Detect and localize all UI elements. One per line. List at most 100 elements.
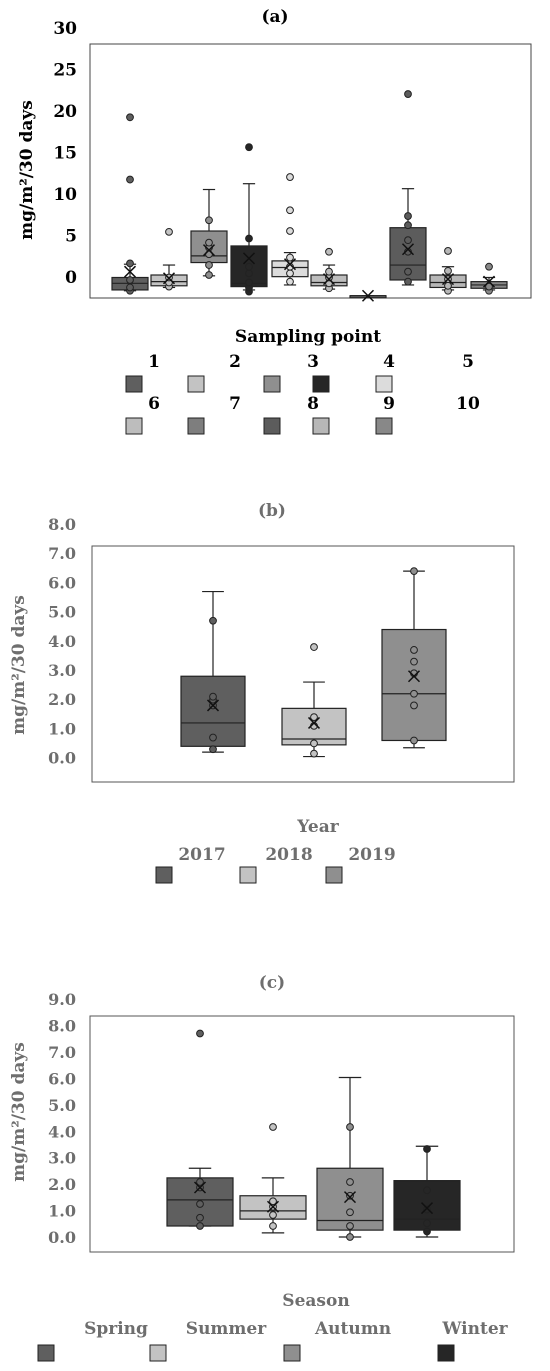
mean-marker [361, 289, 375, 302]
legend-label: 2018 [265, 845, 312, 865]
legend-item-Spring: Spring [37, 1319, 148, 1362]
mean-marker [283, 258, 297, 271]
mean-marker [482, 275, 496, 288]
data-point [196, 1178, 204, 1186]
data-point [286, 277, 294, 286]
panel-b-legend: 2017 2018 2019 [155, 845, 396, 884]
data-point [205, 238, 213, 247]
legend-swatch [375, 417, 393, 435]
legend-swatch [125, 375, 143, 393]
legend-swatch [263, 375, 281, 393]
legend-swatch [149, 1344, 167, 1362]
y-tick-label: 4.0 [48, 632, 76, 651]
legend-swatch [312, 375, 330, 393]
panel-b-ylabel: mg/m²/30 days [9, 595, 29, 735]
panel-c-legend: Spring Summer Autumn Winter [37, 1319, 509, 1362]
y-tick-label: 0 [65, 268, 77, 288]
y-tick-label: 20 [53, 102, 77, 122]
box-5 [271, 173, 309, 286]
legend-label: 10 [456, 394, 480, 414]
data-point [325, 267, 333, 276]
panel-a-legend: 1 2 3 4 5 6 7 8 9 10 [125, 352, 480, 435]
legend-label: 2019 [348, 845, 395, 865]
data-point [410, 567, 418, 576]
legend-item-1: 1 [125, 352, 160, 393]
legend-item-5: 5 [375, 352, 474, 393]
y-tick-label: 5.0 [48, 603, 76, 622]
panel-c: (c) mg/m²/30 days 9.0 8.0 7.0 6.0 5.0 4.0 3.0 2… [9, 973, 515, 1362]
data-point [196, 1200, 204, 1208]
data-point [165, 227, 173, 236]
box-2018 [281, 643, 347, 758]
y-tick-label: 3.0 [48, 661, 76, 680]
legend-swatch [155, 866, 173, 884]
data-point [286, 206, 294, 215]
mean-marker [242, 252, 256, 265]
legend-label: 3 [307, 352, 319, 372]
legend-item-2017: 2017 [155, 845, 226, 884]
legend-item-6: 6 [125, 394, 160, 435]
legend-swatch [37, 1344, 55, 1362]
data-point [404, 221, 412, 230]
box-3 [190, 188, 228, 279]
mean-marker [322, 273, 336, 286]
data-point [269, 1123, 277, 1131]
y-tick-label: 2.0 [48, 690, 76, 709]
data-point [423, 1205, 431, 1214]
y-tick-label: 25 [53, 61, 77, 81]
legend-swatch [283, 1344, 301, 1362]
data-point [346, 1191, 354, 1200]
data-point [346, 1222, 354, 1230]
panel-a-y-ticks: 30 25 20 15 10 5 0 [53, 19, 77, 288]
data-point [126, 259, 134, 268]
mean-marker [123, 265, 137, 278]
data-point [346, 1178, 354, 1186]
mean-marker [206, 699, 220, 712]
y-tick-label: 0.0 [48, 1228, 76, 1247]
legend-swatch [312, 417, 330, 435]
data-point [404, 90, 412, 98]
box-body [180, 675, 246, 747]
data-point [196, 1213, 204, 1222]
y-tick-label: 10 [53, 185, 77, 205]
box-6 [310, 247, 348, 293]
y-tick-label: 0.0 [48, 749, 76, 768]
data-point [245, 269, 253, 278]
data-point [404, 277, 412, 286]
data-point [286, 269, 294, 278]
y-tick-label: 3.0 [48, 1149, 76, 1168]
data-point [423, 1219, 431, 1228]
data-point [269, 1197, 277, 1206]
legend-swatch [325, 866, 343, 884]
y-tick-label: 8.0 [48, 515, 76, 534]
y-tick-label: 7.0 [48, 1043, 76, 1062]
legend-item-7: 7 [187, 394, 241, 435]
y-tick-label: 5 [65, 227, 77, 247]
mean-marker [401, 243, 415, 256]
mean-marker [193, 1181, 207, 1194]
panel-c-ylabel: mg/m²/30 days [9, 1042, 29, 1182]
mean-marker [407, 670, 421, 683]
data-point [205, 271, 213, 279]
legend-label: 4 [383, 352, 395, 372]
data-point [196, 1029, 204, 1038]
data-point [410, 701, 418, 710]
legend-swatch [125, 417, 143, 435]
data-point [209, 733, 217, 742]
legend-label: 7 [229, 394, 241, 414]
data-point [196, 1222, 204, 1230]
legend-item-Summer: Summer [149, 1319, 267, 1362]
panel-a-title: (a) [261, 7, 288, 27]
data-point [423, 1186, 431, 1195]
data-point [126, 276, 134, 284]
y-tick-label: 1.0 [48, 719, 76, 738]
mean-marker [420, 1202, 434, 1215]
y-tick-label: 9.0 [48, 990, 76, 1009]
data-point [423, 1227, 431, 1236]
data-point [286, 253, 294, 262]
y-tick-label: 4.0 [48, 1122, 76, 1141]
data-point [346, 1123, 354, 1131]
mean-marker [162, 272, 176, 285]
panel-a-plot-area [89, 43, 532, 299]
